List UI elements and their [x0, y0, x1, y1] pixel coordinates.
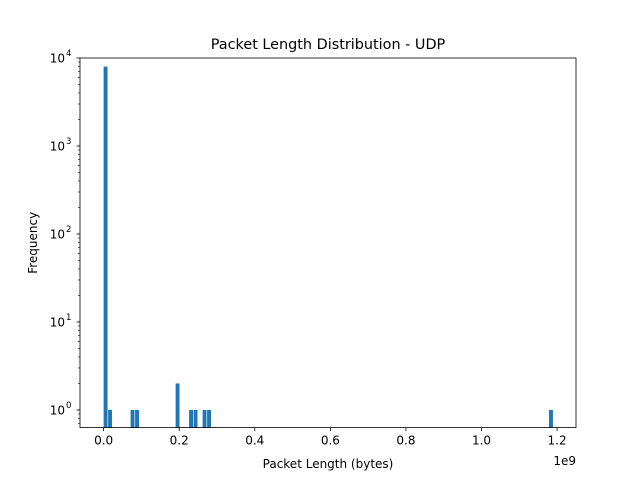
histogram-bar-8 [207, 409, 211, 428]
y-tick-exponent: 4 [66, 49, 71, 59]
chart-title: Packet Length Distribution - UDP [211, 37, 446, 53]
plot-frame [79, 57, 577, 429]
y-tick-label: 10 [50, 227, 65, 241]
x-tick-label: 1.0 [472, 434, 491, 448]
y-tick-exponent: 1 [66, 313, 71, 323]
y-tick-label: 10 [50, 139, 65, 153]
y-axis-label: Frequency [26, 212, 40, 274]
x-axis-label: Packet Length (bytes) [263, 457, 394, 471]
y-tick-label: 10 [50, 315, 65, 329]
histogram-bar-3 [135, 409, 139, 428]
x-tick-label: 0.2 [170, 434, 189, 448]
bars-group [103, 66, 553, 428]
x-tick-label: 0.0 [94, 434, 113, 448]
y-tick-exponent: 0 [66, 401, 71, 411]
histogram-bar-5 [189, 409, 193, 428]
histogram-bar-2 [130, 409, 135, 428]
histogram-bar-4 [175, 383, 180, 428]
histogram-bar-1 [108, 409, 113, 428]
x-axis-offset-label: 1e9 [553, 454, 576, 468]
x-tick-label: 0.6 [321, 434, 340, 448]
x-axis: 0.0 0.2 0.4 0.6 0.8 1.0 1.2 [94, 427, 567, 448]
x-tick-label: 0.8 [396, 434, 415, 448]
y-tick-exponent: 2 [66, 225, 71, 235]
histogram-bar-7 [202, 409, 207, 428]
x-tick-label: 0.4 [245, 434, 264, 448]
y-tick-label: 10 [50, 403, 65, 417]
y-tick-exponent: 3 [66, 137, 71, 147]
x-tick-label: 1.2 [548, 434, 567, 448]
histogram-bar-6 [193, 409, 198, 428]
histogram-bar-0 [103, 66, 108, 428]
histogram-bar-9 [549, 409, 553, 428]
y-tick-label: 10 [50, 52, 65, 66]
